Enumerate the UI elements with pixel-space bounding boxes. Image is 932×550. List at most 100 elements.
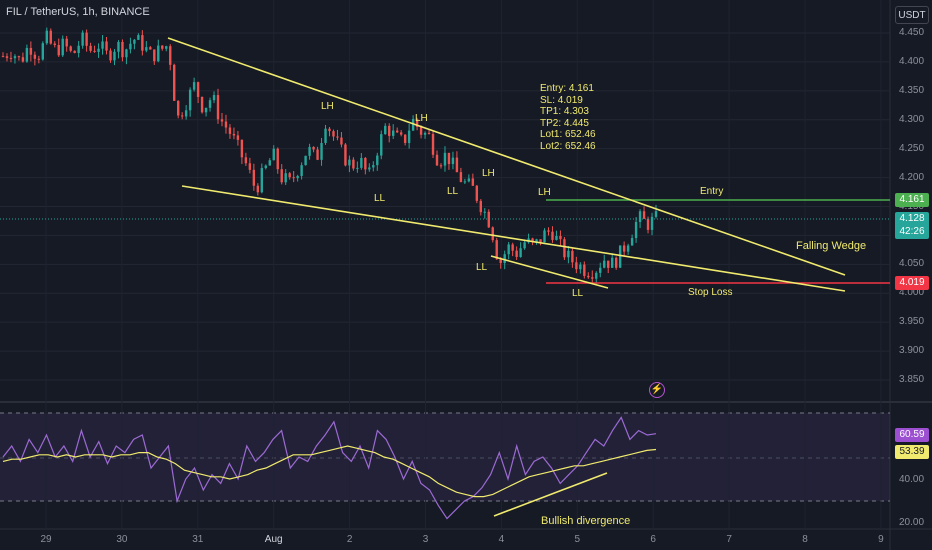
candle-body — [232, 133, 236, 136]
candle-body — [332, 131, 335, 137]
candle-body — [495, 240, 498, 260]
candle-body — [348, 159, 351, 166]
time-tick-label: 8 — [802, 534, 808, 545]
candle-body — [646, 218, 650, 230]
candle-body — [539, 239, 542, 243]
candle-body — [137, 35, 140, 40]
price-tick-label: 4.400 — [899, 55, 925, 67]
candle-body — [622, 245, 626, 252]
ticker-title[interactable]: FIL / TetherUS, 1h, BINANCE — [6, 6, 150, 18]
candle-body — [547, 230, 550, 232]
swing-label-ll: LL — [374, 193, 386, 204]
entry-price-tag: 4.161 — [895, 193, 929, 207]
candle-body — [236, 135, 240, 140]
candle-body — [654, 211, 658, 217]
candle-body — [360, 157, 363, 168]
currency-button[interactable]: USDT — [895, 6, 929, 24]
swing-label-ll: LL — [572, 288, 584, 299]
candle-body — [435, 154, 439, 166]
swing-label-lh: LH — [482, 168, 495, 179]
wedge-upper-trendline[interactable] — [167, 37, 846, 276]
candle-body — [113, 51, 116, 61]
candle-body — [344, 144, 347, 166]
swing-label-lh: LH — [321, 101, 334, 112]
divergence-line[interactable] — [493, 472, 608, 517]
wedge-lower-trendline[interactable] — [181, 185, 846, 292]
candle-body — [300, 165, 303, 176]
stop-price-tag: 4.019 — [895, 276, 929, 290]
time-tick-label: 5 — [574, 534, 581, 545]
candle-body — [336, 136, 339, 138]
candle-body — [272, 148, 275, 161]
candle-body — [29, 47, 33, 55]
candle-body — [252, 169, 256, 186]
candle-body — [519, 248, 522, 257]
candle-body — [180, 115, 184, 117]
candle-body — [407, 130, 411, 143]
lightning-icon[interactable]: ⚡ — [649, 382, 665, 398]
candle-body — [599, 267, 602, 273]
price-tick-label: 4.200 — [899, 171, 925, 183]
candle-body — [603, 260, 606, 268]
candle-body — [141, 35, 144, 51]
time-tick-label: 7 — [726, 534, 732, 545]
candle-body — [515, 250, 518, 257]
candle-body — [117, 41, 120, 52]
candle-body — [53, 43, 56, 45]
candle-body — [475, 185, 479, 201]
candle-body — [392, 130, 395, 136]
candle-body — [503, 254, 506, 263]
candle-body — [89, 45, 92, 51]
candle-body — [292, 177, 295, 179]
rsi-line — [2, 416, 657, 520]
candle-body — [559, 235, 562, 240]
candle-body — [5, 56, 9, 58]
candle-body — [607, 260, 610, 268]
price-tick-label: 3.900 — [899, 345, 925, 357]
current-price-value: 4.128 — [899, 213, 925, 224]
time-tick-label: 6 — [650, 534, 656, 545]
candle-body — [45, 30, 48, 44]
candle-body — [642, 211, 646, 219]
candle-body — [340, 137, 343, 145]
candle-body — [567, 250, 570, 258]
candle-body — [614, 257, 618, 268]
current-price-tag: 4.128 42:26 — [895, 212, 929, 239]
candle-body — [200, 96, 204, 113]
candle-body — [455, 157, 459, 173]
candle-body — [523, 242, 526, 249]
candle-body — [33, 54, 37, 59]
candle-body — [109, 50, 112, 61]
candle-body — [507, 244, 510, 255]
candle-body — [320, 143, 323, 160]
swing-label-lh: LH — [538, 187, 551, 198]
candle-body — [650, 216, 654, 230]
candle-body — [439, 165, 443, 167]
candle-body — [308, 146, 311, 156]
time-tick-label: 2 — [346, 534, 353, 545]
price-tick-label: 3.950 — [899, 316, 925, 328]
candle-body — [85, 32, 88, 46]
candle-body — [487, 211, 490, 228]
swing-label-ll: LL — [447, 186, 459, 197]
candle-body — [364, 157, 367, 170]
candle-body — [280, 169, 283, 183]
candle-body — [395, 130, 399, 133]
time-tick-label: Aug — [264, 534, 283, 545]
candle-body — [173, 64, 176, 101]
candle-body — [316, 149, 319, 160]
candle-body — [176, 100, 180, 116]
candle-body — [169, 46, 172, 65]
candle-body — [459, 172, 463, 182]
rsi-pane[interactable] — [0, 404, 890, 528]
candle-body — [192, 82, 196, 90]
candle-body — [244, 157, 248, 164]
candle-body — [634, 221, 638, 239]
candle-body — [638, 211, 642, 222]
candle-body — [304, 155, 307, 166]
candle-body — [626, 245, 630, 252]
inner-support-line[interactable] — [490, 255, 609, 289]
candle-body — [543, 230, 546, 243]
